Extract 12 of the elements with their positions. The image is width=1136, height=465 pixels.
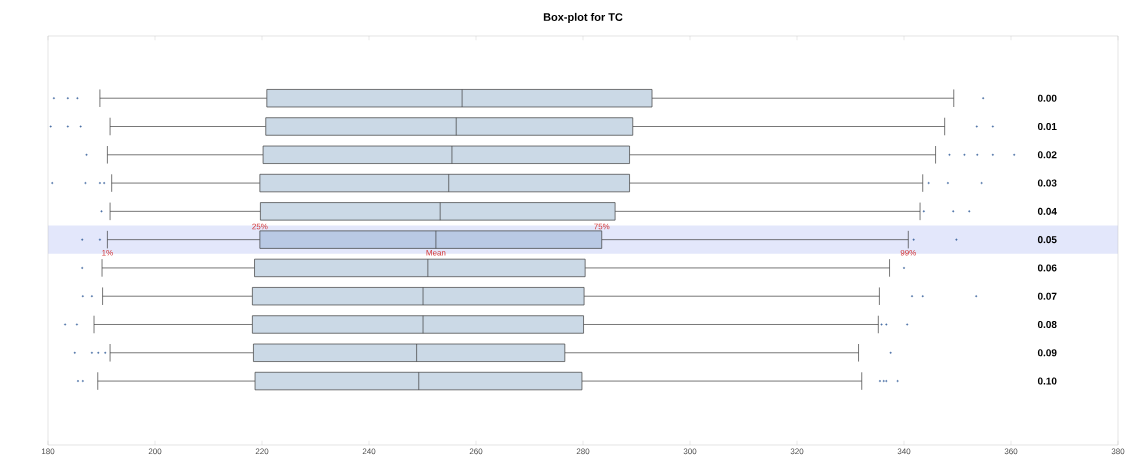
- y-tick-label: 0.01: [1037, 122, 1057, 131]
- y-tick-label: 0.02: [1037, 151, 1057, 159]
- y-tick-label: 0.06: [1037, 264, 1057, 272]
- y-tick-label: 0.10: [1037, 377, 1057, 385]
- y-tick-label: 0.03: [1037, 179, 1057, 187]
- chart-title: Box-plot for TC: [543, 12, 623, 24]
- y-tick-label: 0.07: [1037, 292, 1057, 300]
- y-tick-label: 0.04: [1037, 207, 1057, 215]
- y-tick-label: 0.05: [1037, 236, 1057, 244]
- y-tick-label: 0.08: [1037, 320, 1057, 329]
- y-tick-label: 0.09: [1037, 349, 1057, 357]
- y-tick-label: 0.00: [1037, 94, 1057, 102]
